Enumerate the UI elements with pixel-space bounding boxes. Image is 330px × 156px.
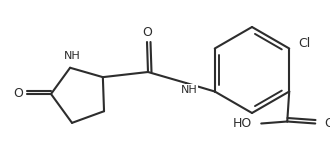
Text: O: O	[324, 117, 330, 130]
Text: Cl: Cl	[298, 37, 311, 50]
Text: HO: HO	[233, 117, 252, 130]
Text: NH: NH	[64, 51, 81, 61]
Text: NH: NH	[181, 85, 197, 95]
Text: O: O	[142, 27, 152, 39]
Text: O: O	[13, 88, 23, 100]
